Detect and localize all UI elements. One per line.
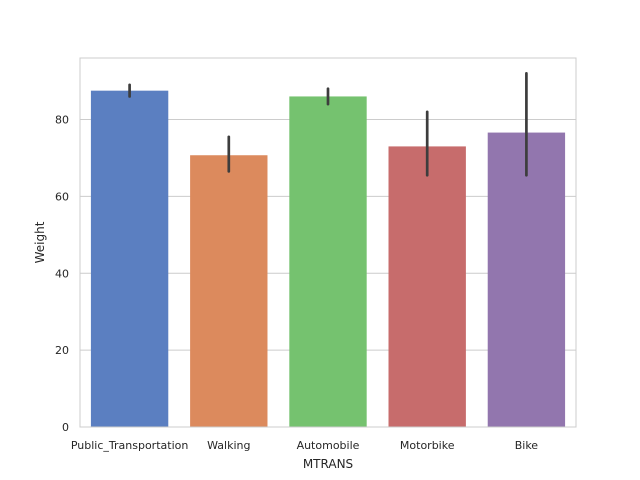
error-bars bbox=[128, 72, 528, 177]
plot-area-frame bbox=[79, 57, 577, 428]
x-tick-labels: Public_Transportation Walking Automobile Mo… bbox=[71, 439, 538, 452]
x-tick-label: Motorbike bbox=[400, 439, 455, 452]
y-tick-label: 0 bbox=[62, 421, 69, 434]
y-tick-label: 40 bbox=[55, 267, 69, 280]
y-tick-label: 60 bbox=[55, 190, 69, 203]
bar-walking bbox=[190, 155, 268, 427]
y-tick-labels: 0 20 40 60 80 bbox=[55, 114, 69, 435]
bars bbox=[90, 90, 566, 427]
x-tick-label: Public_Transportation bbox=[71, 439, 189, 452]
y-axis-title: Weight bbox=[33, 221, 47, 263]
bar-automobile bbox=[289, 96, 367, 427]
y-tick-label: 80 bbox=[55, 114, 69, 127]
y-tick-label: 20 bbox=[55, 344, 69, 357]
x-axis-title: MTRANS bbox=[303, 457, 353, 471]
bar-public-transportation bbox=[90, 90, 169, 427]
x-tick-label: Bike bbox=[515, 439, 539, 452]
bar-motorbike bbox=[388, 146, 466, 427]
x-tick-label: Walking bbox=[207, 439, 250, 452]
x-tick-label: Automobile bbox=[297, 439, 360, 452]
bar-bike bbox=[487, 132, 566, 427]
